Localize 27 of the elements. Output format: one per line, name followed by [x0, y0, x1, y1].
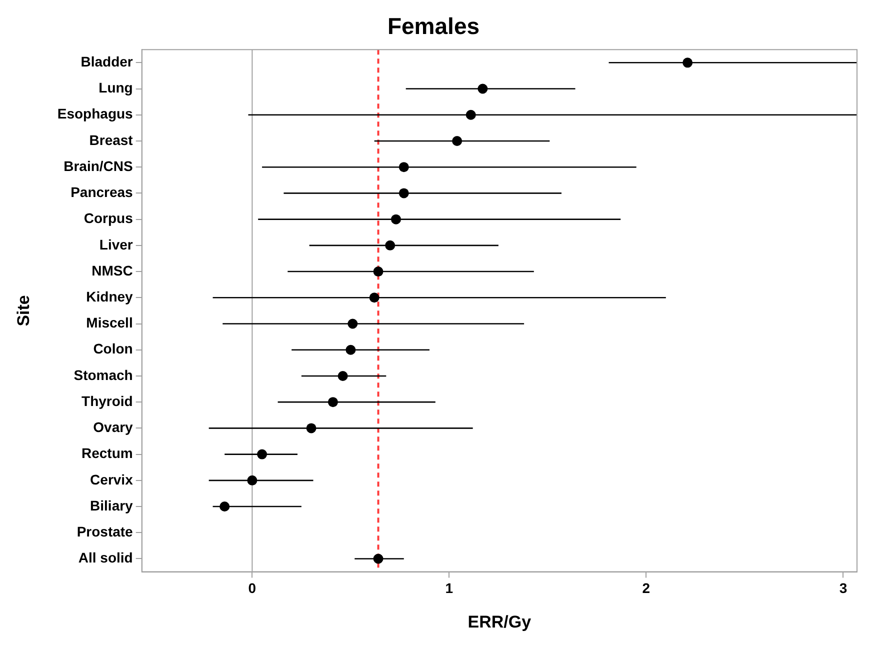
y-tick-label: Corpus — [84, 210, 134, 226]
x-tick-label: 2 — [642, 580, 650, 596]
y-tick-label: Biliary — [90, 497, 134, 514]
x-axis-title: ERR/Gy — [468, 612, 532, 632]
x-tick-label: 0 — [248, 580, 256, 596]
y-tick-label: Rectum — [81, 445, 133, 462]
y-tick-label: Breast — [89, 132, 134, 148]
chart-title: Females — [387, 13, 480, 40]
x-tick-label: 1 — [445, 580, 454, 596]
y-tick-label: Liver — [99, 236, 134, 252]
y-tick-label: Miscell — [86, 314, 133, 331]
x-tick-label: 3 — [839, 580, 848, 596]
y-tick-label: Prostate — [76, 523, 134, 540]
y-tick-label: Brain/CNS — [64, 158, 133, 174]
y-tick-label: Stomach — [74, 366, 133, 383]
y-axis-title: Site — [14, 295, 33, 326]
y-tick-label: Lung — [98, 80, 133, 96]
y-tick-label: Esophagus — [57, 106, 134, 122]
y-tick-label: Kidney — [86, 288, 134, 305]
y-tick-label: NMSC — [92, 262, 133, 278]
y-tick-label: Thyroid — [82, 392, 133, 409]
y-tick-label: Colon — [93, 340, 133, 357]
y-tick-label: Bladder — [80, 54, 134, 70]
y-tick-label: All solid — [78, 550, 133, 566]
y-tick-label: Ovary — [93, 419, 134, 436]
y-tick-label: Cervix — [90, 471, 134, 488]
y-tick-label: Pancreas — [70, 184, 134, 200]
